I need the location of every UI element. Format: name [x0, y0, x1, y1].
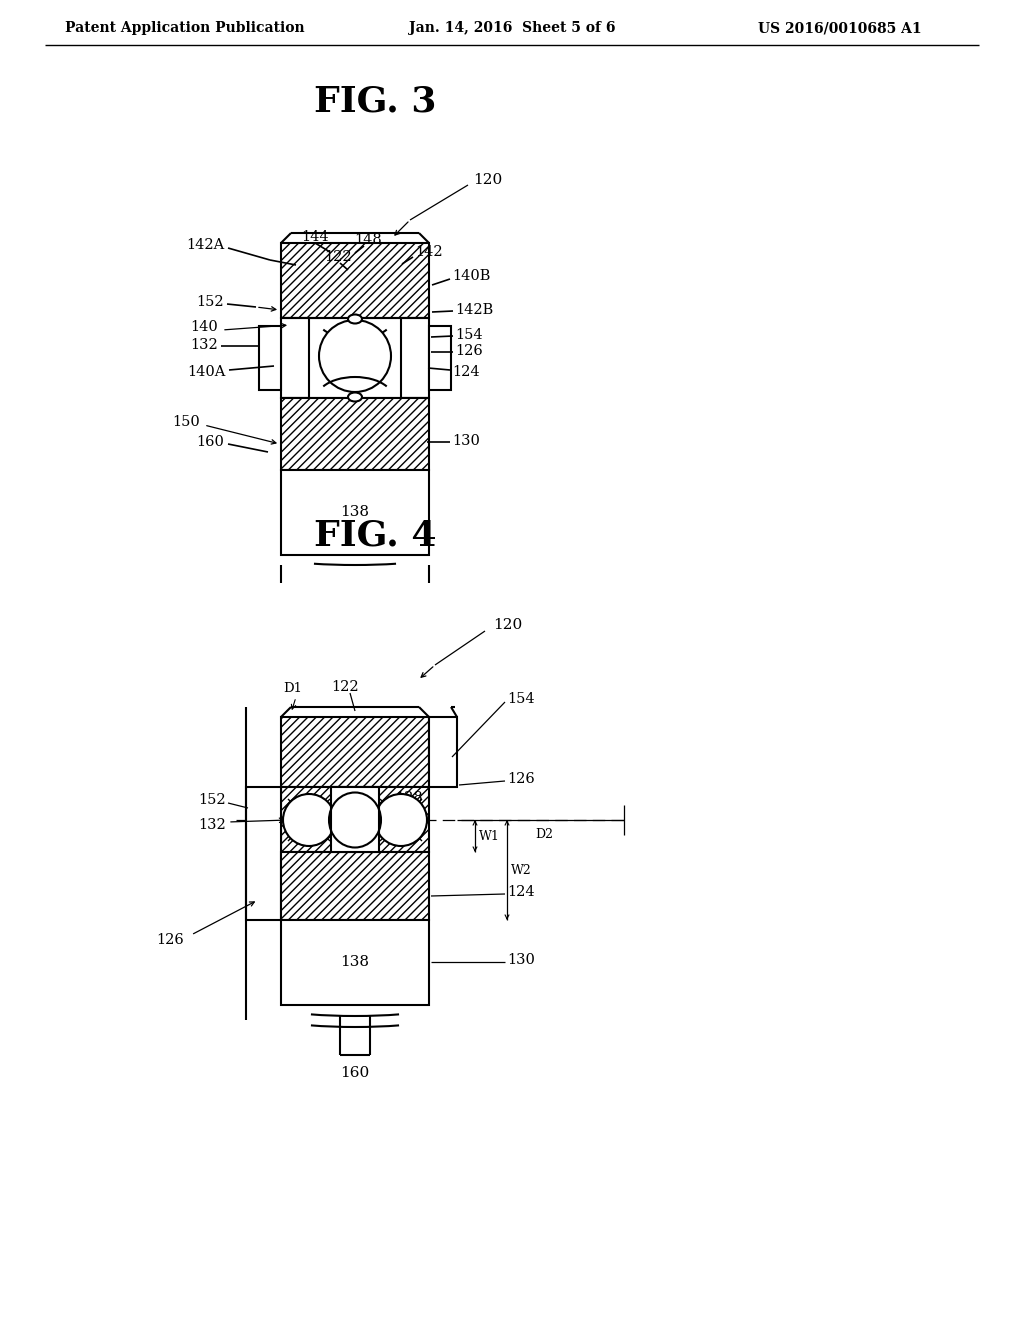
- Text: 126: 126: [507, 772, 535, 785]
- Text: 122: 122: [331, 680, 358, 694]
- Text: 120: 120: [493, 618, 522, 632]
- Text: 142A: 142A: [186, 238, 225, 252]
- Bar: [331, 787, 379, 851]
- Text: 128: 128: [395, 791, 423, 805]
- Text: W2: W2: [511, 863, 531, 876]
- Text: D2: D2: [535, 829, 553, 842]
- Ellipse shape: [375, 795, 427, 846]
- Bar: [281, 920, 429, 1005]
- Text: 120: 120: [473, 173, 502, 187]
- Text: 124: 124: [452, 366, 479, 379]
- Bar: [429, 326, 451, 389]
- Bar: [246, 787, 281, 920]
- Text: 140B: 140B: [452, 269, 490, 282]
- Bar: [281, 717, 429, 787]
- Text: W1: W1: [479, 829, 500, 842]
- Text: D1: D1: [284, 682, 302, 696]
- Bar: [281, 318, 309, 399]
- Bar: [331, 787, 379, 851]
- Bar: [281, 851, 429, 920]
- Text: 152: 152: [197, 294, 224, 309]
- Bar: [281, 243, 429, 318]
- Text: 122: 122: [325, 249, 352, 264]
- Text: 132: 132: [199, 818, 226, 832]
- Text: 154: 154: [455, 327, 482, 342]
- Bar: [281, 787, 429, 851]
- Ellipse shape: [348, 392, 362, 401]
- Text: FIG. 3: FIG. 3: [313, 84, 436, 119]
- Text: FIG. 4: FIG. 4: [313, 517, 436, 552]
- Text: 126: 126: [455, 345, 482, 358]
- Ellipse shape: [329, 792, 381, 847]
- Text: US 2016/0010685 A1: US 2016/0010685 A1: [758, 21, 922, 36]
- Text: 140A: 140A: [187, 366, 226, 379]
- Text: 124: 124: [507, 884, 535, 899]
- Text: 130: 130: [452, 434, 480, 447]
- Bar: [401, 318, 429, 399]
- Text: 160: 160: [197, 436, 224, 449]
- Bar: [259, 326, 281, 389]
- Ellipse shape: [283, 795, 335, 846]
- Text: 140: 140: [190, 319, 218, 334]
- Text: 152: 152: [199, 793, 226, 807]
- Bar: [281, 399, 429, 470]
- Text: 138: 138: [341, 506, 370, 520]
- Text: 130: 130: [507, 953, 535, 968]
- Ellipse shape: [319, 319, 391, 392]
- Text: 132: 132: [190, 338, 218, 352]
- Text: 150: 150: [172, 414, 200, 429]
- Text: 154: 154: [507, 692, 535, 706]
- Text: 138: 138: [341, 956, 370, 969]
- Text: 142B: 142B: [455, 304, 494, 317]
- Text: 142: 142: [415, 246, 442, 259]
- Ellipse shape: [348, 314, 362, 323]
- Bar: [429, 717, 457, 787]
- Text: Patent Application Publication: Patent Application Publication: [66, 21, 305, 36]
- Bar: [281, 470, 429, 554]
- Text: 126: 126: [156, 933, 183, 946]
- Text: Jan. 14, 2016  Sheet 5 of 6: Jan. 14, 2016 Sheet 5 of 6: [409, 21, 615, 36]
- Text: 148: 148: [354, 234, 382, 247]
- Text: 160: 160: [340, 1067, 370, 1080]
- Text: 144: 144: [301, 230, 329, 244]
